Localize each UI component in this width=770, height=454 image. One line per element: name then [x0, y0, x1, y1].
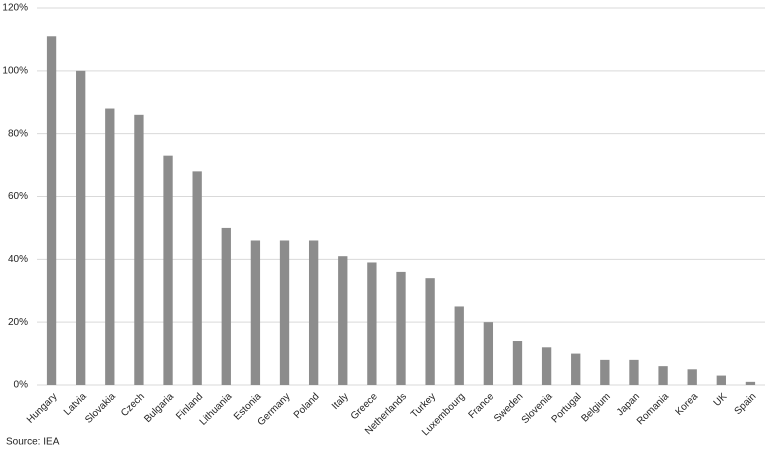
bar [541, 347, 552, 385]
bar [658, 366, 668, 385]
x-tick-label: Korea [674, 391, 701, 418]
x-tick-label: Germany [256, 391, 293, 428]
y-tick-label: 20% [8, 317, 28, 328]
bar [250, 240, 261, 385]
bar [367, 262, 377, 385]
y-tick-label: 120% [2, 3, 28, 14]
bar [105, 108, 115, 386]
x-tick-label: Lithuania [198, 391, 235, 428]
y-tick-label: 80% [8, 128, 28, 139]
x-tick-label: Czech [119, 391, 147, 419]
x-tick-label: Latvia [62, 391, 89, 418]
bar [308, 240, 319, 385]
x-tick-label: Hungary [25, 391, 60, 426]
source-note: Source: IEA [6, 437, 60, 448]
bar [221, 227, 231, 385]
y-tick-label: 100% [2, 65, 28, 76]
y-tick-label: 40% [8, 254, 28, 265]
bar [512, 341, 523, 385]
bar [396, 271, 406, 385]
x-tick-label: Portugal [550, 391, 584, 425]
bar [600, 359, 610, 385]
x-tick-label: Poland [292, 391, 322, 421]
x-tick-label: Spain [733, 391, 759, 417]
bar [279, 240, 290, 385]
bar [46, 36, 57, 386]
bar [454, 306, 464, 385]
y-tick-label: 60% [8, 191, 28, 202]
x-tick-label: Romania [635, 391, 671, 427]
bar [192, 171, 202, 385]
x-tick-label: Bulgaria [142, 391, 176, 425]
x-tick-label: Japan [615, 391, 642, 418]
bar [687, 369, 697, 385]
bar [571, 353, 581, 385]
bar [745, 381, 756, 385]
bar [716, 375, 726, 385]
bar [483, 322, 494, 385]
x-tick-label: Belgium [579, 391, 612, 424]
bar [76, 70, 86, 385]
x-tick-label: UK [712, 391, 730, 409]
bar [629, 359, 639, 385]
bar [163, 155, 173, 385]
x-tick-label: Italy [330, 391, 351, 412]
bar [338, 256, 348, 385]
x-tick-label: Slovenia [520, 391, 555, 426]
x-tick-label: Slovakia [83, 391, 118, 426]
y-tick-label: 0% [14, 380, 29, 391]
bar [425, 278, 435, 385]
bar [134, 114, 144, 386]
